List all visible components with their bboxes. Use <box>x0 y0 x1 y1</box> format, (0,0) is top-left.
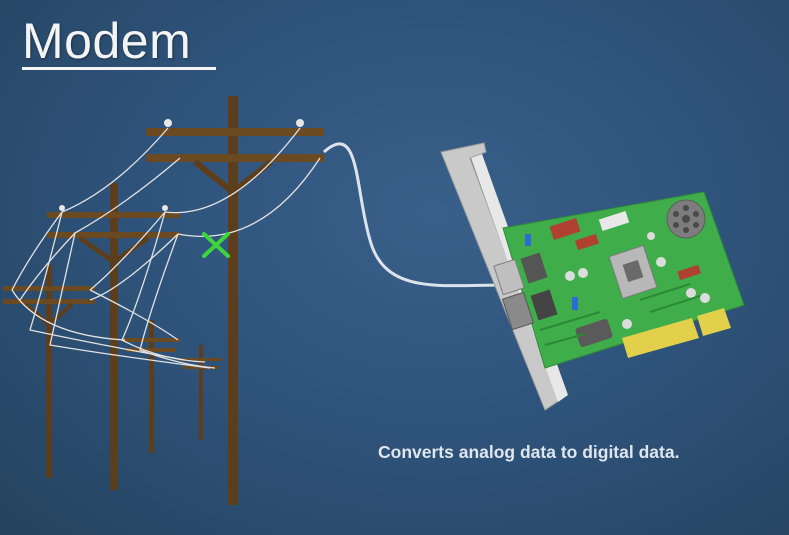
wire-tap-marker-icon <box>202 232 230 258</box>
utility-pole-icon <box>47 183 180 490</box>
power-lines <box>11 127 321 369</box>
title-underline <box>22 67 216 70</box>
phone-cable <box>323 142 506 288</box>
slide-caption: Converts analog data to digital data. <box>378 442 680 462</box>
utility-pole-icon <box>146 96 324 505</box>
slide-title: Modem <box>22 13 192 69</box>
utility-pole-icon <box>3 265 95 478</box>
utility-poles <box>3 96 324 505</box>
utility-pole-icon <box>180 345 222 440</box>
utility-pole-icon <box>122 320 180 453</box>
network-card-icon <box>440 142 745 411</box>
